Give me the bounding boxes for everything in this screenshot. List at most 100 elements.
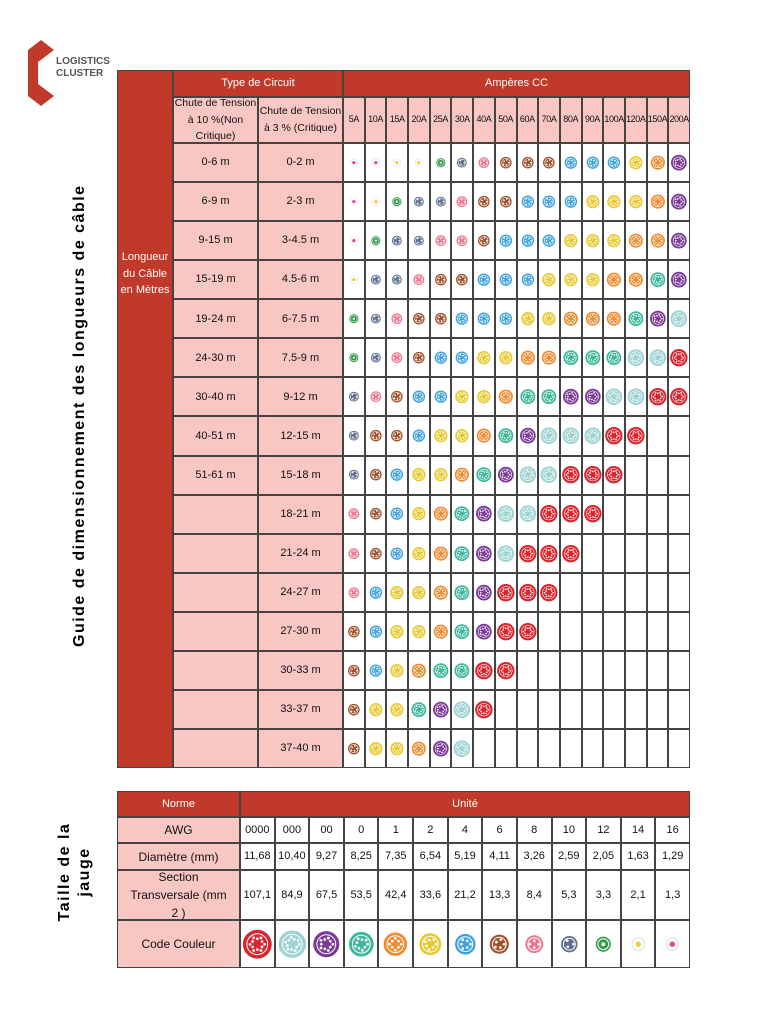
gauge-icon <box>476 623 492 640</box>
grid-cell <box>408 494 430 534</box>
grid-cell <box>429 416 452 456</box>
grid-cell <box>516 572 539 612</box>
amp-header: 90A <box>581 97 604 143</box>
amp-header: 200A <box>668 97 690 143</box>
grid-cell <box>668 416 690 456</box>
gauge-icon <box>543 156 555 169</box>
gauge-icon <box>455 390 469 404</box>
gauge-icon <box>369 625 382 638</box>
grid-cell <box>624 416 647 456</box>
grid-cell <box>668 572 690 612</box>
gauge-icon <box>413 196 424 207</box>
grid-cell <box>408 182 430 222</box>
gauge-icon <box>564 273 578 287</box>
gauge-icon <box>671 193 688 210</box>
gauge-icon <box>607 194 621 209</box>
table-cell: 11,68 <box>240 843 275 870</box>
gauge-icon <box>665 937 680 951</box>
grid-cell <box>429 572 452 612</box>
gauge-icon <box>432 701 449 718</box>
grid-cell <box>364 455 387 495</box>
grid-cell <box>386 338 409 378</box>
gauge-icon <box>648 388 667 406</box>
table-cell: 10,40 <box>274 843 310 870</box>
grid-cell <box>408 455 430 495</box>
grid-cell <box>516 260 539 300</box>
grid-cell <box>516 650 539 690</box>
grid-cell <box>494 221 517 261</box>
row-label: 12-15 m <box>258 416 343 456</box>
grid-cell <box>451 416 474 456</box>
gauge-icon <box>650 194 665 209</box>
table-cell: 33,6 <box>413 870 448 920</box>
gauge-icon <box>411 663 426 678</box>
gauge-icon <box>629 155 643 170</box>
gauge-icon <box>433 468 448 482</box>
grid-cell <box>581 533 604 573</box>
grid-cell <box>429 221 452 261</box>
header: Ampères CC <box>343 70 690 97</box>
grid-cell <box>516 143 539 183</box>
grid-cell <box>494 611 517 651</box>
grid-cell <box>624 338 647 378</box>
grid-cell <box>624 377 647 417</box>
gauge-icon <box>518 544 537 562</box>
grid-cell <box>668 494 690 534</box>
gauge-icon <box>607 272 622 287</box>
gauge-icon <box>454 662 470 678</box>
gauge-icon <box>456 273 469 286</box>
table-cell: 53,5 <box>343 870 379 920</box>
gauge-icon <box>348 470 359 480</box>
gauge-icon <box>390 702 404 717</box>
color-cell <box>274 920 310 968</box>
grid-cell <box>603 689 625 729</box>
gauge-icon <box>413 274 425 286</box>
row-label: Section Transversale (mm 2 ) <box>117 870 240 920</box>
grid-cell <box>473 338 495 378</box>
row-label: AWG <box>117 817 240 843</box>
gauge-icon <box>391 352 403 364</box>
table-cell: 4 <box>447 817 483 843</box>
row-label: 6-9 m <box>173 182 258 222</box>
table-cell: 5,3 <box>551 870 587 920</box>
grid-cell <box>581 572 604 612</box>
grid-cell <box>646 260 669 300</box>
gauge-icon <box>476 506 492 522</box>
grid-cell <box>624 494 647 534</box>
gauge-icon <box>518 622 537 640</box>
gauge-icon <box>453 701 471 718</box>
gauge-icon <box>369 508 382 520</box>
grid-cell <box>408 572 430 612</box>
gauge-icon <box>413 235 424 246</box>
table-cell: 1,29 <box>655 843 690 870</box>
grid-cell <box>538 611 560 651</box>
row-label <box>173 611 258 651</box>
grid-cell <box>646 611 669 651</box>
grid-cell <box>429 533 452 573</box>
grid-cell <box>364 377 387 417</box>
amp-header: 5A <box>343 97 365 143</box>
table-cell: 6,54 <box>413 843 448 870</box>
grid-cell <box>668 143 690 183</box>
grid-cell <box>429 689 452 729</box>
gauge-icon <box>497 505 514 523</box>
grid-cell <box>343 689 365 729</box>
gauge-icon <box>411 701 427 717</box>
gauge-icon <box>650 272 665 288</box>
grid-cell <box>386 377 409 417</box>
side-title: Taille de la jauge <box>56 822 93 922</box>
table-cell: 1,3 <box>655 870 690 920</box>
gauge-icon <box>370 313 381 324</box>
table-cell: 2,59 <box>551 843 587 870</box>
gauge-icon <box>433 546 448 561</box>
gauge-icon <box>349 353 359 363</box>
gauge-icon <box>499 195 512 208</box>
grid-cell <box>646 299 669 339</box>
amp-header: 120A <box>624 97 647 143</box>
grid-cell <box>581 455 604 495</box>
grid-cell <box>386 299 409 339</box>
grid-cell <box>646 338 669 378</box>
gauge-icon <box>518 583 537 601</box>
amp-header: 30A <box>451 97 474 143</box>
grid-cell <box>451 338 474 378</box>
